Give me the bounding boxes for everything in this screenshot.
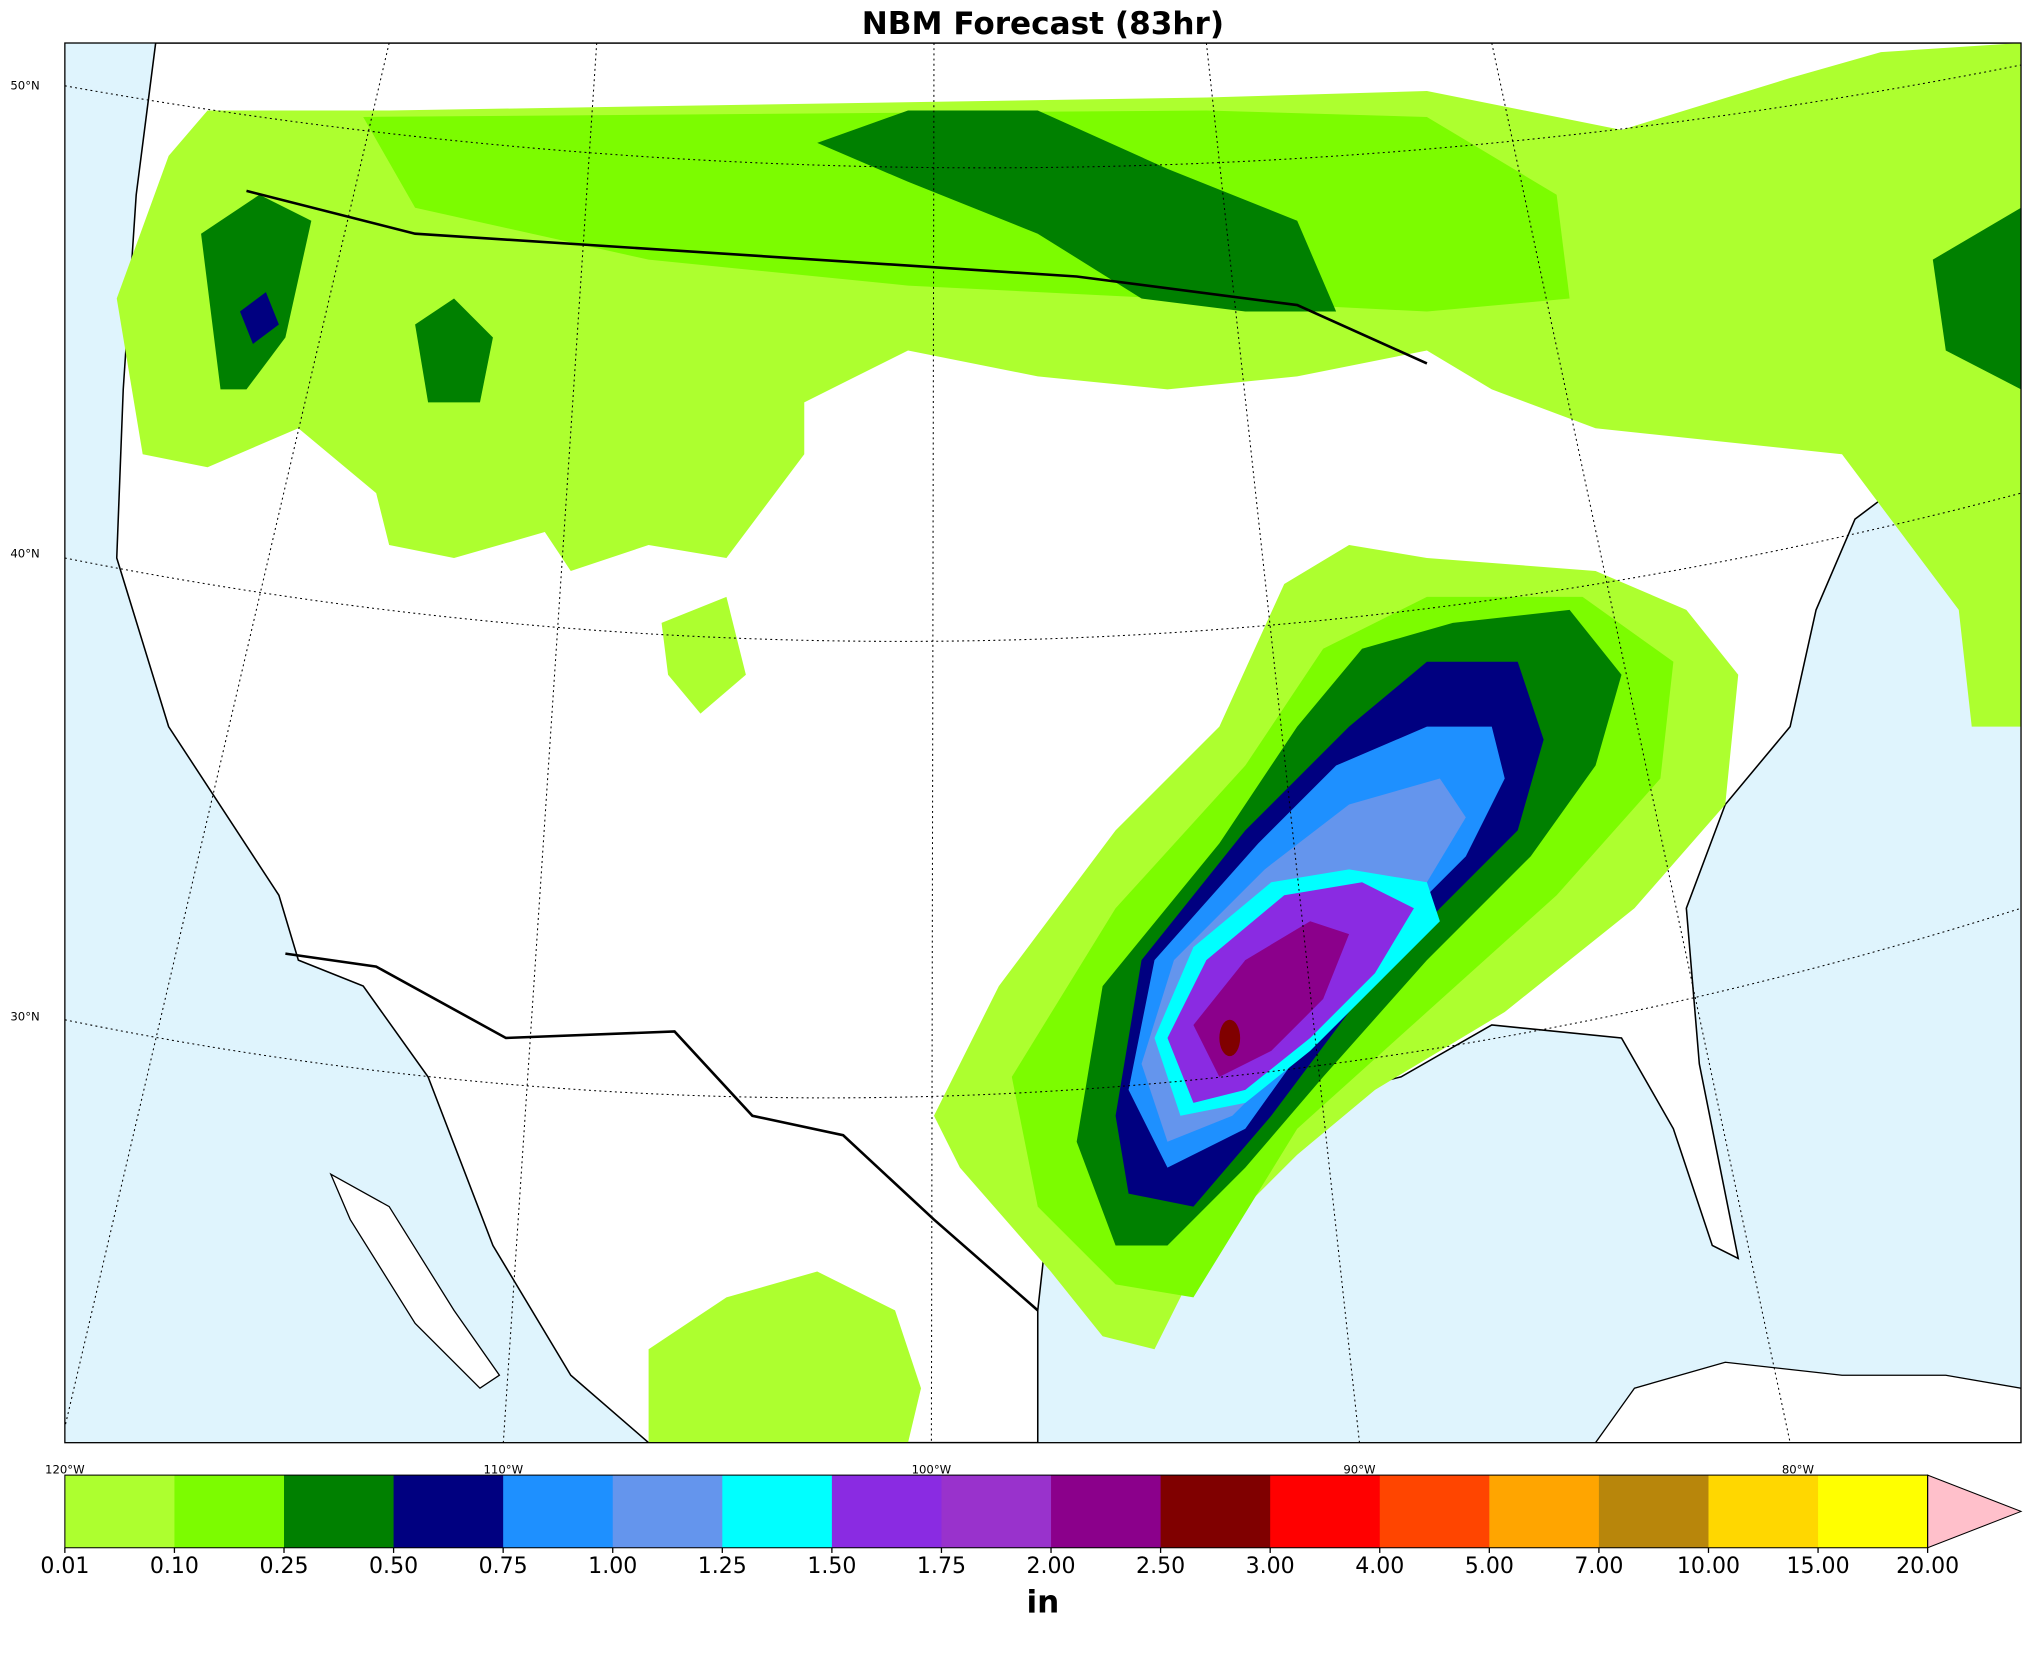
- colorbar-tick-label: 1.50: [807, 1554, 856, 1579]
- graticule: [64, 492, 2022, 642]
- colorbar-segment: [1598, 1475, 1710, 1548]
- colorbar-tick-label: 0.75: [479, 1554, 528, 1579]
- colorbar-tick-label: 5.00: [1465, 1554, 1514, 1579]
- colorbar-extend: [1927, 1474, 2023, 1549]
- colorbar-tick-label: 0.50: [369, 1554, 418, 1579]
- colorbar-segment: [941, 1475, 1052, 1548]
- precip-area: [817, 110, 1337, 312]
- colorbar-tick-label: 2.50: [1136, 1554, 1185, 1579]
- colorbar-tick-label: 7.00: [1574, 1554, 1623, 1579]
- colorbar-label: in: [1027, 1585, 1060, 1621]
- baja: [329, 1172, 501, 1390]
- colorbar-frame: [64, 1474, 1929, 1549]
- lon-label: 80°W: [1782, 1462, 1815, 1476]
- colorbar-segment: [393, 1475, 504, 1548]
- colorbar-tick-label: 20.00: [1896, 1554, 1959, 1579]
- map-frame: [64, 42, 2022, 1444]
- colorbar-segment: [1818, 1475, 1929, 1548]
- precip-area: [201, 194, 312, 390]
- graticule: [64, 907, 2022, 1099]
- colorbar-segment: [1270, 1475, 1381, 1548]
- precip-area: [661, 596, 746, 714]
- precip-area: [648, 1271, 922, 1443]
- lat-label: 40°N: [10, 547, 39, 561]
- map: [64, 43, 2022, 1443]
- colorbar-segment: [612, 1475, 723, 1548]
- colorbar-segment: [174, 1475, 285, 1548]
- colorbar-tick-label: 1.75: [917, 1554, 966, 1579]
- colorbar-segment: [284, 1475, 395, 1548]
- cuba: [1594, 1361, 2022, 1443]
- colorbar-tick-label: 10.00: [1677, 1554, 1740, 1579]
- colorbar-tick-label: 4.00: [1355, 1554, 1404, 1579]
- title: NBM Forecast (83hr): [862, 6, 1224, 42]
- colorbar-segment: [722, 1475, 833, 1548]
- graticule: [502, 43, 598, 1443]
- lon-label: 110°W: [484, 1462, 524, 1476]
- colorbar-tick-label: 2.00: [1026, 1554, 1075, 1579]
- colorbar-segment: [831, 1475, 943, 1548]
- graticule: [64, 43, 390, 1428]
- lat-label: 50°N: [10, 78, 39, 92]
- colorbar: 0.01 0.10 0.25 0.50 0.75 1.00 1.25 1.50 1.75 2.00…: [40, 1474, 2023, 1579]
- colorbar-segment: [1160, 1475, 1271, 1548]
- colorbar-segment: [1379, 1475, 1490, 1548]
- colorbar-tick-label: 0.25: [259, 1554, 308, 1579]
- colorbar-tick-label: 0.10: [150, 1554, 199, 1579]
- lon-label: 120°W: [45, 1462, 85, 1476]
- colorbar-segment: [503, 1475, 614, 1548]
- colorbar-segment: [1708, 1475, 1819, 1548]
- colorbar-tick-label: 1.25: [698, 1554, 747, 1579]
- lon-label: 90°W: [1343, 1462, 1376, 1476]
- precip-area: [415, 298, 493, 403]
- lon-label: 100°W: [912, 1462, 952, 1476]
- precip-area: [1219, 1019, 1241, 1057]
- colorbar-segment: [64, 1475, 176, 1548]
- colorbar-segment: [1051, 1475, 1162, 1548]
- colorbar-tick-label: 0.01: [40, 1554, 89, 1579]
- colorbar-tick-label: 1.00: [588, 1554, 637, 1579]
- lat-label: 30°N: [10, 1010, 39, 1024]
- precip-area: [1932, 207, 2022, 390]
- colorbar-tick-label: 3.00: [1246, 1554, 1295, 1579]
- precip: [116, 43, 2022, 1443]
- graticule: [1205, 43, 1360, 1443]
- precip-area: [239, 292, 279, 344]
- country-border: [246, 189, 1428, 365]
- country-border: [285, 952, 1039, 1312]
- colorbar-segment: [1489, 1475, 1600, 1548]
- colorbar-tick-label: 15.00: [1786, 1554, 1849, 1579]
